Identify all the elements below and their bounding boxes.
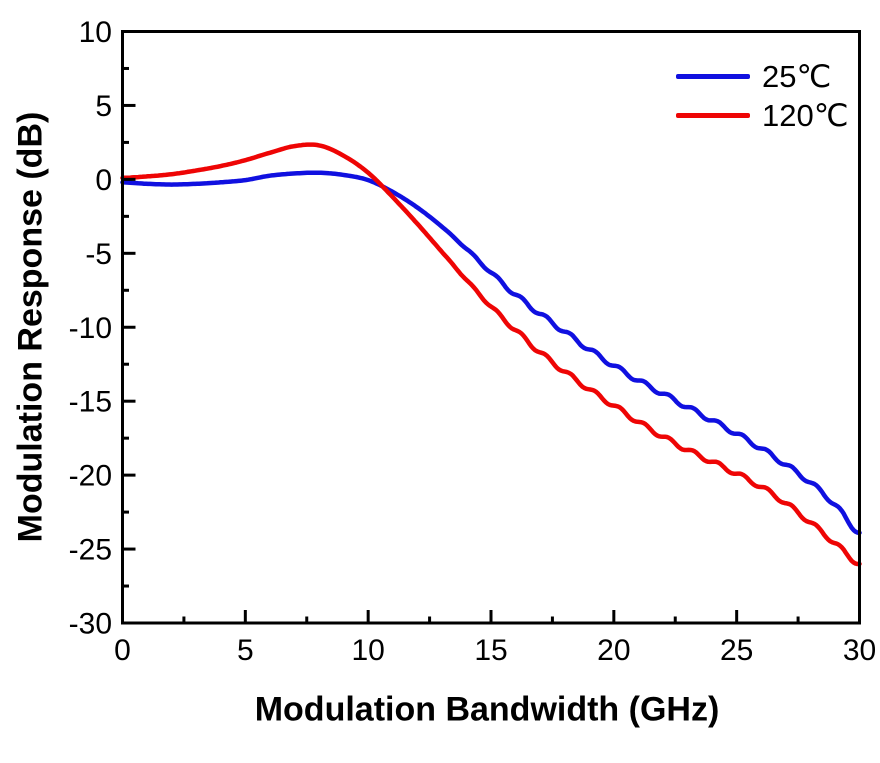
y-tick-label: -5 — [85, 238, 112, 271]
y-tick-label: 10 — [79, 16, 112, 49]
y-axis-title: Modulation Response (dB) — [11, 111, 50, 543]
x-tick-label: 25 — [720, 634, 753, 667]
series-line-25c — [120, 170, 862, 536]
y-tick-label: -30 — [69, 608, 112, 641]
x-tick-label: 20 — [597, 634, 630, 667]
x-tick-label: 0 — [114, 634, 131, 667]
x-tick-label: 5 — [237, 634, 254, 667]
y-tick-label: 5 — [95, 90, 112, 123]
y-tick-label: -10 — [69, 312, 112, 345]
x-tick-label: 10 — [351, 634, 384, 667]
legend-line-25c-icon — [676, 74, 750, 79]
y-tick-label: -15 — [69, 386, 112, 419]
y-tick-label: 0 — [95, 164, 112, 197]
y-tick-label: -20 — [69, 460, 112, 493]
x-tick-label: 30 — [843, 634, 876, 667]
legend-label-25c: 25℃ — [762, 59, 832, 94]
legend-entry-25c: 25℃ — [676, 57, 849, 96]
legend-entry-120c: 120℃ — [676, 96, 849, 135]
legend-label-120c: 120℃ — [762, 98, 849, 133]
y-tick-label: -25 — [69, 534, 112, 567]
legend-line-120c-icon — [676, 113, 750, 118]
series-line-120c — [120, 142, 862, 567]
x-axis-title: Modulation Bandwidth (GHz) — [254, 690, 720, 729]
legend: 25℃ 120℃ — [676, 57, 849, 135]
x-tick-label: 15 — [474, 634, 507, 667]
